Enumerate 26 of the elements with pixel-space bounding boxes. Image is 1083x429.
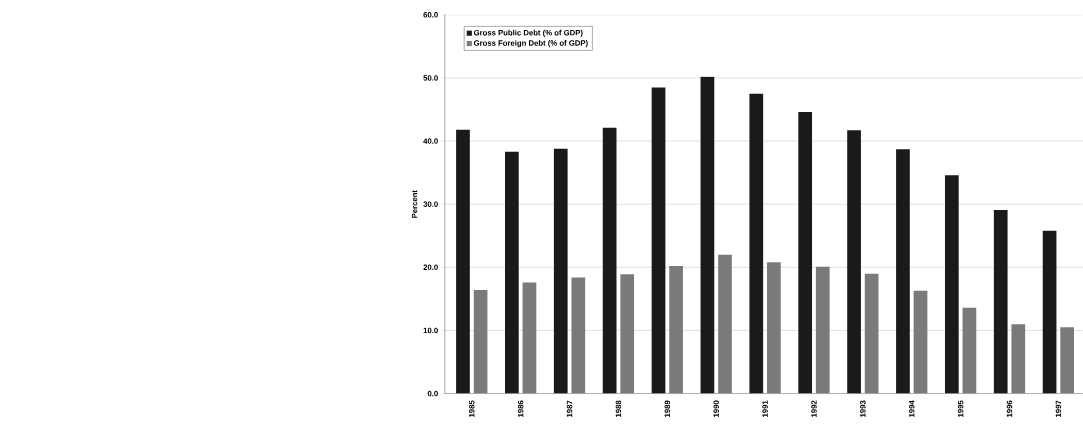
- bar: [669, 266, 683, 394]
- bar: [962, 307, 977, 394]
- bar: [505, 151, 519, 394]
- bar: [798, 112, 813, 394]
- bar: [864, 273, 879, 394]
- bar: [767, 262, 781, 394]
- bar: [553, 148, 568, 394]
- bar: [944, 175, 959, 394]
- bar: [718, 254, 732, 394]
- bar: [913, 290, 928, 394]
- bar: [993, 209, 1008, 394]
- bar: [571, 277, 586, 394]
- bar: [620, 274, 635, 394]
- bar: [847, 130, 861, 394]
- bar: [602, 127, 617, 394]
- bar: [1042, 230, 1057, 394]
- bar: [456, 129, 470, 394]
- bar: [1060, 327, 1075, 394]
- bar: [473, 290, 488, 394]
- bar: [651, 87, 666, 394]
- bar: [522, 282, 537, 394]
- bar: [896, 149, 910, 394]
- bar: [815, 266, 830, 394]
- bar: [749, 93, 764, 394]
- bar: [700, 76, 715, 394]
- bar: [1011, 324, 1026, 394]
